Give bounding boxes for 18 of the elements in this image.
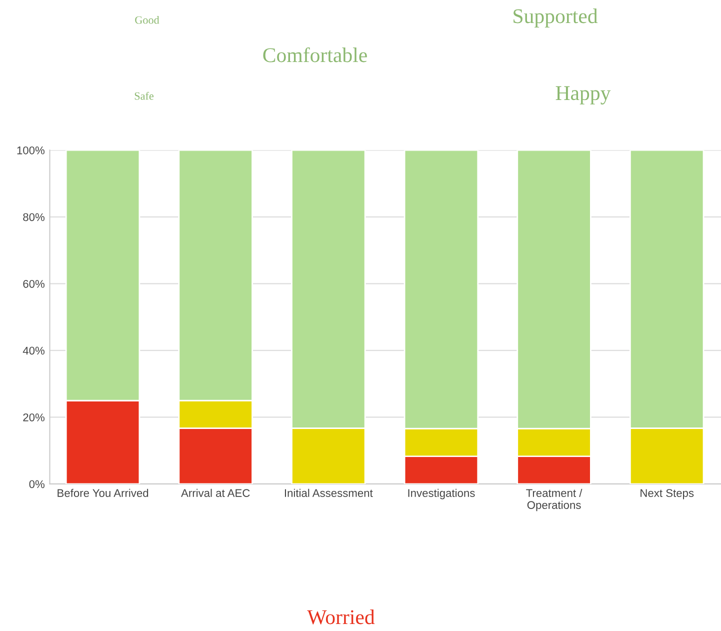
x-tick-label: Investigations — [408, 488, 475, 500]
y-tick-label: 80% — [23, 213, 44, 222]
y-tick-label: 20% — [23, 413, 44, 422]
y-tick-label: 60% — [23, 280, 44, 288]
text: Worried — [307, 610, 375, 624]
y-tick-label: 100% — [17, 146, 44, 154]
text: Happy — [556, 86, 611, 104]
text: Comfortable — [263, 47, 367, 62]
y-tick-label: 0% — [29, 480, 44, 488]
y-tick-label: 40% — [22, 346, 44, 355]
x-tick-label: Arrival at AEC — [181, 488, 250, 497]
x-tick-label: Initial Assessment — [284, 488, 373, 497]
text: Good — [135, 16, 160, 24]
x-tick-label: Treatment / Operations — [526, 488, 582, 512]
x-tick-label: Before You Arrived — [58, 488, 148, 497]
text: Supported — [514, 8, 598, 28]
text: Safe — [134, 92, 154, 100]
x-tick-label: Next Steps — [640, 489, 694, 500]
